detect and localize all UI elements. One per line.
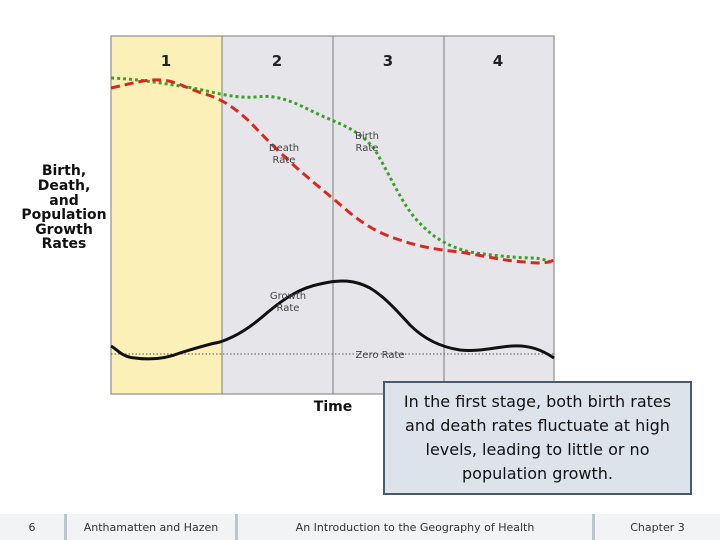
footer-separator — [64, 514, 67, 540]
y-axis-label-line: Population — [21, 207, 106, 223]
slide-footer: 6 Anthamatten and Hazen An Introduction … — [0, 514, 720, 540]
stage-label: 4 — [493, 52, 503, 70]
y-axis-label-line: and — [49, 193, 78, 209]
stage-label: 1 — [161, 52, 171, 70]
y-axis-label-line: Death, — [38, 178, 91, 194]
growth-rate-curve — [110, 279, 555, 361]
footer-separator — [592, 514, 595, 540]
death-rate-label-line1: Death — [269, 143, 299, 154]
birth-rate-label-line1: Birth — [355, 131, 379, 142]
stage-2-band — [222, 36, 333, 394]
stage-label: 3 — [383, 52, 393, 70]
birth-rate-curve — [110, 76, 555, 265]
footer-authors: Anthamatten and Hazen — [67, 514, 235, 540]
footer-chapter: Chapter 3 — [595, 514, 720, 540]
death-rate-curve — [110, 78, 555, 265]
stage-4-band — [444, 36, 554, 394]
footer-page-number: 6 — [0, 514, 64, 540]
footer-book-title: An Introduction to the Geography of Heal… — [238, 514, 592, 540]
caption-box: In the first stage, both birth rates and… — [383, 381, 692, 495]
growth-rate-label-line1: Growth — [270, 291, 306, 302]
stage-1-band — [111, 36, 222, 394]
y-axis-label-line: Birth, — [42, 163, 86, 179]
birth-rate-label-line2: Rate — [356, 143, 379, 154]
footer-separator — [235, 514, 238, 540]
y-axis-label-line: Rates — [42, 236, 87, 252]
stage-label: 2 — [272, 52, 282, 70]
y-axis-label: Birth, Death, and Population Growth Rate… — [21, 163, 106, 252]
growth-rate-label-line2: Rate — [277, 303, 300, 314]
caption-text: In the first stage, both birth rates and… — [403, 392, 672, 483]
zero-rate-label: Zero Rate — [355, 350, 404, 361]
x-axis-label: Time — [314, 399, 352, 415]
y-axis-label-line: Growth — [35, 222, 93, 238]
death-rate-label-line2: Rate — [273, 155, 296, 166]
